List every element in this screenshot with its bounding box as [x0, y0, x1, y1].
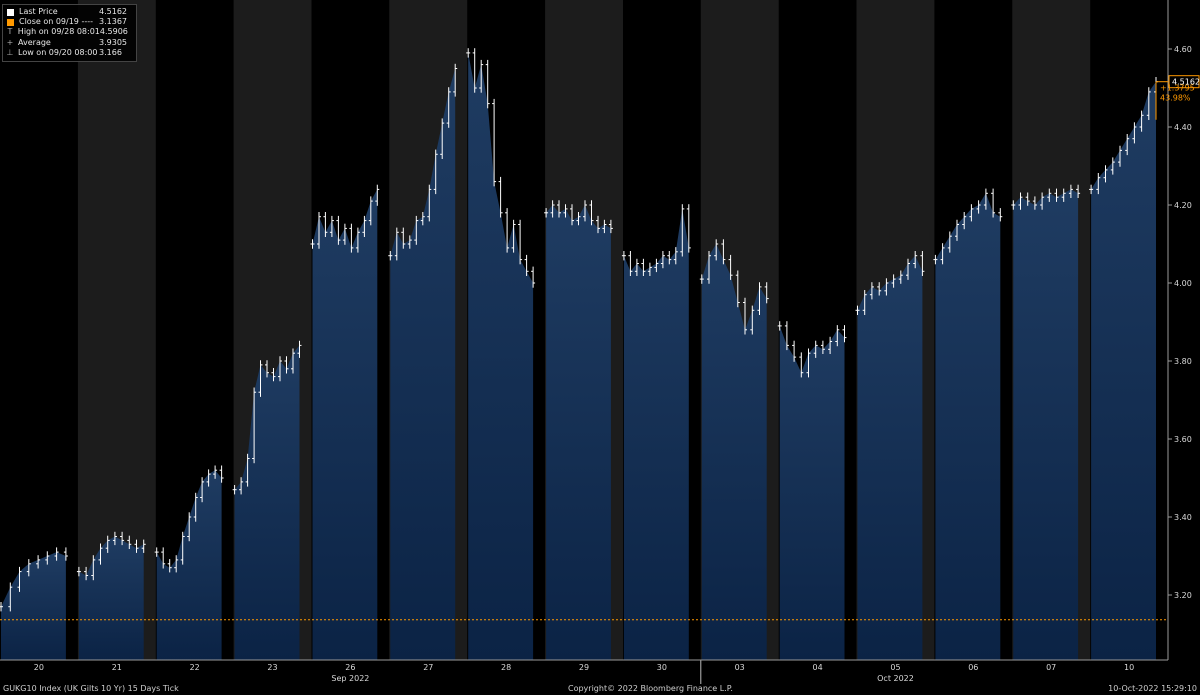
x-tick-label-05: 05: [890, 663, 900, 672]
x-tick-label-28: 28: [501, 663, 511, 672]
x-tick-label-27: 27: [423, 663, 433, 672]
legend-row: Close on 09/19 ---- 3.1367: [6, 17, 133, 27]
y-tick-label: 4.40: [1174, 123, 1192, 132]
legend-glyph-icon: +: [6, 37, 14, 47]
legend-label: Close on 09/19 ----: [19, 17, 93, 27]
x-tick-label-21: 21: [112, 663, 122, 672]
legend-swatch: [7, 18, 14, 26]
x-tick-label-20: 20: [34, 663, 44, 672]
last-price-tag-box: [1168, 75, 1200, 89]
chart-legend: Last Price 4.5162 Close on 09/19 ---- 3.136…: [2, 4, 137, 62]
area-session-28: [468, 52, 534, 660]
legend-swatch: [7, 8, 14, 16]
legend-glyph-icon: ⊥: [6, 47, 14, 57]
tick-bars: [0, 48, 1158, 612]
y-tick-label: 3.20: [1174, 591, 1192, 600]
legend-label: High on 09/28 08:01: [17, 27, 100, 37]
x-tick-label-06: 06: [968, 663, 978, 672]
y-tick-label: 3.60: [1174, 435, 1192, 444]
area-session-03: [701, 244, 767, 660]
y-tick-label: 4.00: [1174, 279, 1192, 288]
area-session-10: [1091, 81, 1156, 660]
x-tick-label-30: 30: [657, 663, 667, 672]
area-session-04: [779, 325, 845, 660]
y-axis: 3.20 3.40 3.60 3.80 4.00 4.20 4.40 4.60: [1168, 45, 1192, 600]
x-tick-label-22: 22: [190, 663, 200, 672]
change-percent: 43.98%: [1160, 94, 1191, 103]
legend-label: Last Price: [19, 7, 58, 16]
area-session-30: [623, 208, 689, 660]
area-session-23: [234, 345, 300, 660]
legend-label: Low on 09/20 08:00: [18, 47, 98, 57]
legend-row: ⊥ Low on 09/20 08:00 3.166: [6, 48, 133, 58]
x-tick-label-04: 04: [813, 663, 823, 672]
x-tick-label-23: 23: [267, 663, 277, 672]
y-tick-label: 4.20: [1174, 201, 1192, 210]
price-area-series: [1, 52, 1156, 661]
x-tick-label-29: 29: [579, 663, 589, 672]
legend-value: 3.1367: [99, 17, 127, 27]
x-tick-label-03: 03: [735, 663, 745, 672]
footer: GUKG10 Index (UK Gilts 10 Yr) 15 Days Ti…: [3, 684, 1197, 693]
legend-value: 4.5162: [99, 7, 127, 16]
area-session-05: [857, 255, 923, 660]
area-session-27: [390, 68, 456, 660]
legend-label: Average: [18, 37, 51, 47]
legend-glyph-icon: T: [7, 27, 13, 37]
legend-row: Last Price 4.5162: [6, 7, 133, 17]
x-month-label: Sep 2022: [331, 674, 369, 683]
area-session-06: [935, 193, 1001, 661]
legend-value: 3.166: [99, 47, 122, 57]
legend-row: + Average 3.9305: [6, 38, 133, 48]
footer-copyright: Copyright© 2022 Bloomberg Finance L.P.: [568, 684, 733, 693]
area-session-29: [546, 205, 611, 660]
x-tick-label-10: 10: [1124, 663, 1134, 672]
footer-security-label: GUKG10 Index (UK Gilts 10 Yr) 15 Days Ti…: [3, 684, 179, 693]
area-session-21: [78, 536, 144, 660]
change-absolute: +1.3795: [1160, 84, 1195, 93]
legend-value: 4.5906: [99, 27, 128, 37]
area-session-07: [1013, 189, 1079, 660]
last-price-tag: 4.5162: [1172, 78, 1200, 87]
legend-row: T High on 09/28 08:01 4.5906: [6, 27, 133, 37]
x-tick-label-26: 26: [345, 663, 355, 672]
y-tick-label: 3.40: [1174, 513, 1192, 522]
area-session-22: [156, 470, 222, 660]
footer-timestamp: 10-Oct-2022 15:29:10: [1108, 684, 1197, 693]
y-tick-label: 3.80: [1174, 357, 1192, 366]
x-axis: 20 21 22 23 26 Sep 2022 27 28 29 30 03 04 05 Oct 2022…: [0, 0, 1169, 684]
legend-value: 3.9305: [99, 37, 127, 47]
area-session-26: [312, 189, 378, 660]
area-session-20: [1, 552, 66, 660]
x-tick-label-07: 07: [1046, 663, 1056, 672]
y-tick-label: 4.60: [1174, 45, 1192, 54]
x-month-label: Oct 2022: [877, 674, 914, 683]
